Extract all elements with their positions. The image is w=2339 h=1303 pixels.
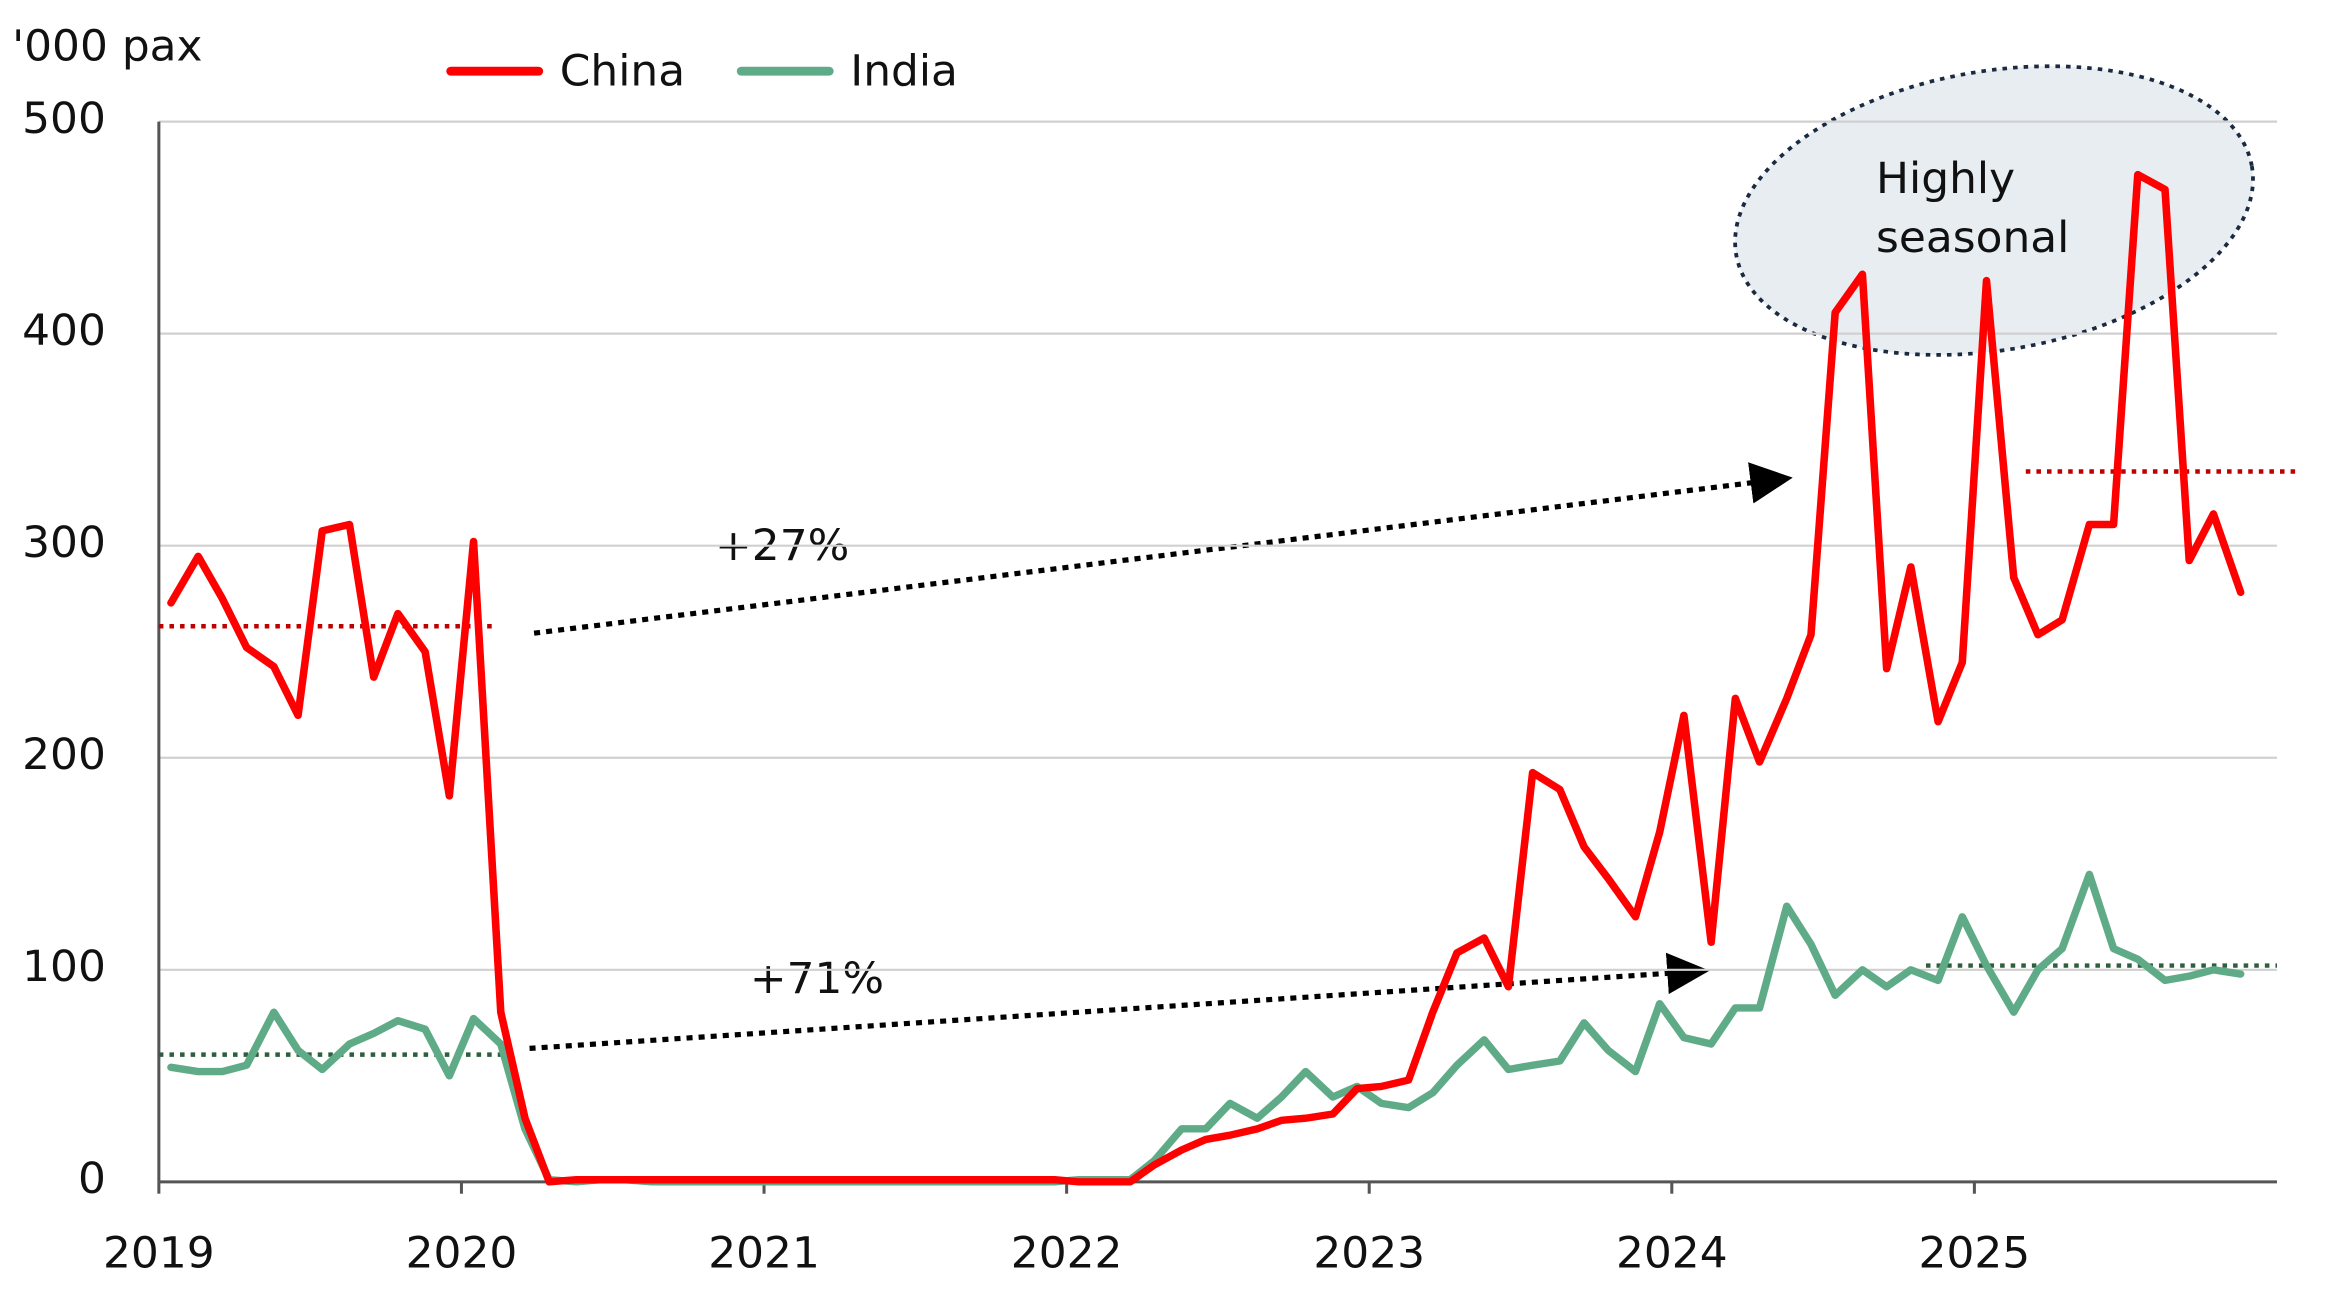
legend-label: India <box>850 47 958 96</box>
annotation-box: Highly seasonal <box>1876 152 2070 263</box>
y-tick-label: 500 <box>22 94 106 143</box>
x-tick-label: 2022 <box>1011 1229 1123 1278</box>
x-tick-label: 2021 <box>708 1229 820 1278</box>
y-axis-label: '000 pax <box>12 22 202 71</box>
x-tick-label: 2025 <box>1919 1229 2031 1278</box>
arrow <box>529 952 1710 1051</box>
series-line <box>167 870 2245 1186</box>
annotation: +71% <box>750 954 884 1003</box>
x-tick-label: 2020 <box>406 1229 518 1278</box>
y-tick-label: 100 <box>22 943 106 992</box>
y-tick-label: 300 <box>22 518 106 567</box>
x-tick-label: 2024 <box>1616 1229 1728 1278</box>
series-line <box>167 170 2245 1186</box>
annotation: Highly seasonal <box>1876 152 2070 263</box>
x-tick-label: 2023 <box>1313 1229 1425 1278</box>
legend-label: China <box>560 47 685 96</box>
y-tick-label: 200 <box>22 731 106 780</box>
y-tick-label: 400 <box>22 306 106 355</box>
arrow <box>533 462 1793 636</box>
x-tick-label: 2019 <box>103 1229 215 1278</box>
y-tick-label: 0 <box>78 1155 106 1204</box>
